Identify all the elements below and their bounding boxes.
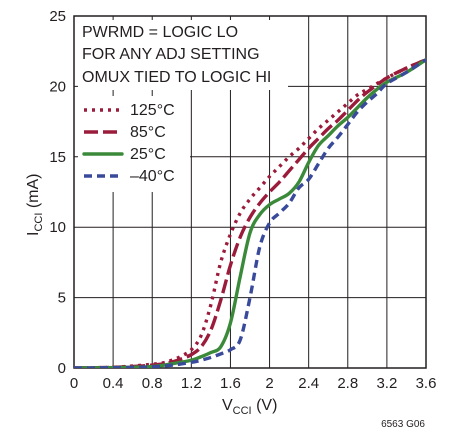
legend-label: 85°C: [130, 124, 166, 141]
x-tick-label: 3.2: [376, 375, 397, 392]
y-tick-labels: 0 5 10 15 20 25: [49, 8, 66, 377]
annotation-line-2: FOR ANY ADJ SETTING: [82, 46, 260, 63]
x-tick-label: 1.2: [181, 375, 202, 392]
y-tick-label: 20: [49, 78, 66, 95]
legend-label: –40°C: [130, 168, 175, 185]
x-tick-label: 0.8: [142, 375, 163, 392]
legend-label: 25°C: [130, 146, 166, 163]
y-tick-label: 5: [58, 290, 66, 307]
x-tick-label: 1.6: [220, 375, 241, 392]
legend-backdrop: [78, 96, 190, 192]
x-axis-label: VCCI (V): [222, 397, 277, 417]
annotation-line-1: PWRMD = LOGIC LO: [82, 24, 238, 41]
series-lines: [74, 57, 426, 368]
series-line-3: [74, 58, 426, 368]
x-tick-label: 2.8: [337, 375, 358, 392]
y-tick-label: 15: [49, 149, 66, 166]
x-tick-label: 3.6: [416, 375, 437, 392]
x-tick-label: 2.4: [298, 375, 319, 392]
series-line-0: [74, 58, 426, 368]
annotation-line-3: OMUX TIED TO LOGIC HI: [82, 69, 271, 86]
y-tick-label: 10: [49, 219, 66, 236]
y-axis-label: ICCI (mA): [25, 173, 45, 236]
series-line-1: [74, 58, 426, 368]
x-tick-labels: 0 0.4 0.8 1.2 1.6 2 2.4 2.8 3.2 3.6: [70, 375, 437, 392]
x-tick-label: 0: [70, 375, 78, 392]
annotation-backdrop: [78, 20, 288, 90]
y-tick-label: 0: [58, 360, 66, 377]
legend-label: 125°C: [130, 102, 175, 119]
x-tick-label: 0.4: [103, 375, 124, 392]
plot-frame: [73, 15, 427, 369]
legend: 125°C 85°C 25°C –40°C: [82, 102, 175, 185]
series-line-2: [74, 57, 426, 368]
x-tick-label: 2: [265, 375, 273, 392]
figure-id: 6563 G06: [381, 419, 425, 430]
y-tick-label: 25: [49, 8, 66, 25]
